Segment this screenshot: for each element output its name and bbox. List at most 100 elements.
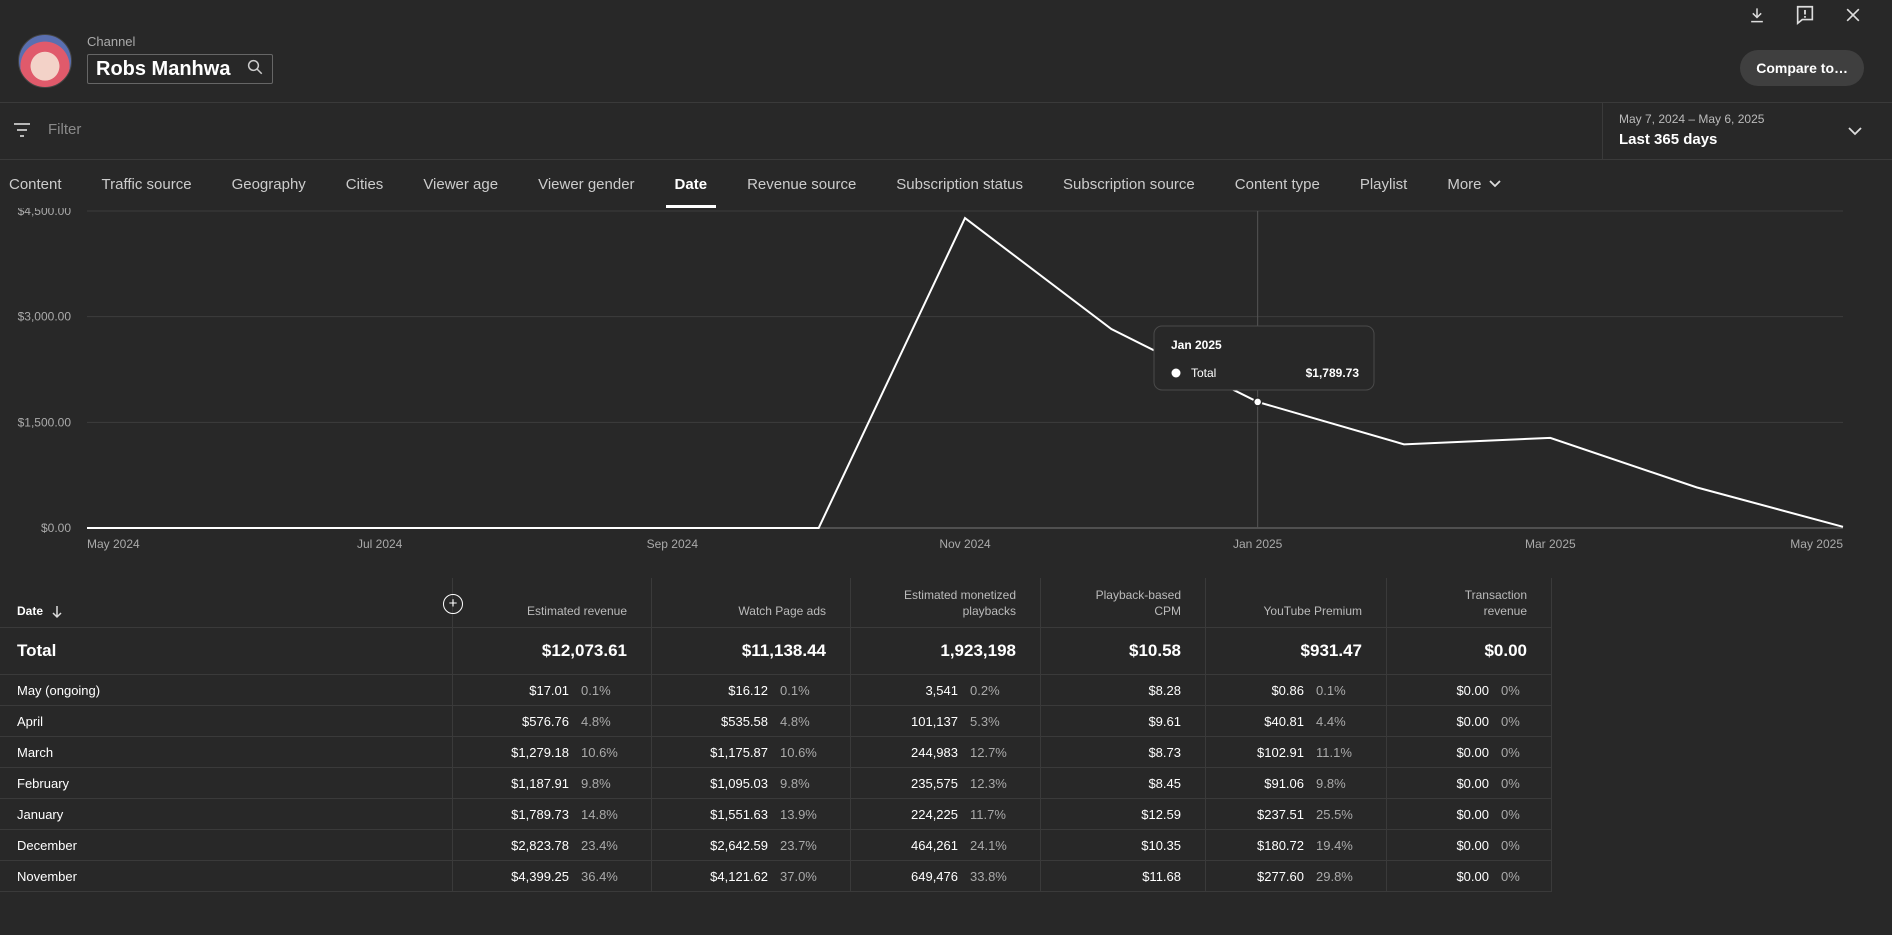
tab-viewer-age[interactable]: Viewer age — [423, 175, 499, 193]
cell-percent: 10.6% — [780, 744, 817, 760]
table-cell: $277.60 29.8% — [1206, 861, 1387, 891]
total-watch-page-ads: $11,138.44 — [652, 628, 851, 674]
table-cell: $2,823.78 23.4% — [453, 830, 652, 860]
revenue-line-chart[interactable]: $0.00 $1,500.00 $3,000.00 $4,500.00 May 2024… — [0, 208, 1892, 578]
cell-value: $1,187.91 — [511, 775, 569, 791]
cell-percent: 9.8% — [780, 775, 810, 791]
table-row[interactable]: February $1,187.91 9.8% $1,095.03 9.8% 235,57… — [0, 768, 1552, 799]
cell-percent: 11.7% — [970, 806, 1006, 822]
channel-selector[interactable]: Robs Manhwa — [87, 54, 274, 84]
cell-value: $0.00 — [1456, 806, 1489, 822]
tab-cities[interactable]: Cities — [345, 175, 384, 193]
close-icon[interactable] — [1840, 2, 1866, 28]
compare-button[interactable]: Compare to… — [1740, 50, 1864, 86]
table-row[interactable]: December $2,823.78 23.4% $2,642.59 23.7% 464,… — [0, 830, 1552, 861]
cell-value: $0.00 — [1456, 713, 1489, 729]
tooltip-series-dot — [1171, 368, 1181, 378]
table-row[interactable]: May (ongoing) $17.01 0.1% $16.12 0.1% 3,541 0.… — [0, 675, 1552, 706]
x-tick-label: May 2024 — [87, 537, 140, 551]
filter-icon[interactable] — [12, 122, 32, 143]
tab-traffic-source[interactable]: Traffic source — [101, 175, 192, 193]
table-cell: $0.00 0% — [1387, 675, 1552, 705]
row-label: January — [0, 799, 453, 829]
cell-percent: 13.9% — [780, 806, 817, 822]
channel-avatar — [18, 34, 72, 88]
row-label: April — [0, 706, 453, 736]
tab-content[interactable]: Content — [9, 175, 62, 193]
table-cell: $16.12 0.1% — [652, 675, 851, 705]
more-label: More — [1447, 175, 1482, 193]
cell-value: $9.61 — [1148, 713, 1181, 729]
table-cell: $4,399.25 36.4% — [453, 861, 652, 891]
total-row: Total $12,073.61 $11,138.44 1,923,198 $1… — [0, 628, 1552, 675]
cell-percent: 10.6% — [581, 744, 618, 760]
cell-percent: 0% — [1501, 713, 1520, 729]
column-header-date[interactable]: Date — [0, 578, 453, 627]
tab-subscription-source[interactable]: Subscription source — [1063, 175, 1195, 193]
cell-value: $1,175.87 — [710, 744, 768, 760]
add-column-icon[interactable]: + — [443, 594, 463, 614]
cell-value: $4,399.25 — [511, 868, 569, 884]
table-row[interactable]: April $576.76 4.8% $535.58 4.8% 101,137 5.3% $9… — [0, 706, 1552, 737]
cell-value: $10.35 — [1141, 837, 1181, 853]
cell-percent: 0.1% — [581, 682, 611, 698]
table-cell: $9.61 — [1041, 706, 1206, 736]
cell-percent: 0.2% — [970, 682, 1000, 698]
date-range-picker[interactable]: May 7, 2024 – May 6, 2025 Last 365 days — [1602, 102, 1892, 159]
chevron-down-icon — [1488, 179, 1502, 189]
table-cell: $0.00 0% — [1387, 768, 1552, 798]
cell-percent: 5.3% — [970, 713, 1000, 729]
tab-date[interactable]: Date — [665, 160, 717, 208]
tab-subscription-status[interactable]: Subscription status — [896, 175, 1024, 193]
download-icon[interactable] — [1744, 2, 1770, 28]
table-row[interactable]: November $4,399.25 36.4% $4,121.62 37.0% 649,… — [0, 861, 1552, 892]
table-cell: $576.76 4.8% — [453, 706, 652, 736]
tab-playlist[interactable]: Playlist — [1359, 175, 1408, 193]
filter-input[interactable]: Filter — [48, 121, 82, 138]
cell-value: $17.01 — [529, 682, 569, 698]
table-row[interactable]: January $1,789.73 14.8% $1,551.63 13.9% 224,2… — [0, 799, 1552, 830]
table-cell: $102.91 11.1% — [1206, 737, 1387, 767]
cell-value: $2,642.59 — [710, 837, 768, 853]
cell-percent: 0% — [1501, 744, 1520, 760]
table-cell: $1,279.18 10.6% — [453, 737, 652, 767]
cell-value: $180.72 — [1257, 837, 1304, 853]
cell-percent: 9.8% — [581, 775, 611, 791]
column-header-estimated-revenue[interactable]: Estimated revenue — [453, 578, 652, 627]
table-cell: $0.00 0% — [1387, 737, 1552, 767]
table-cell: 464,261 24.1% — [851, 830, 1041, 860]
table-row[interactable]: March $1,279.18 10.6% $1,175.87 10.6% 244,983… — [0, 737, 1552, 768]
column-header-watch-page-ads[interactable]: Watch Page ads — [652, 578, 851, 627]
column-header-cpm[interactable]: Playback-based CPM — [1041, 578, 1206, 627]
column-header-transaction-revenue[interactable]: Transaction revenue — [1387, 578, 1552, 627]
cell-value: $1,095.03 — [710, 775, 768, 791]
cell-value: $8.28 — [1148, 682, 1181, 698]
tab-revenue-source[interactable]: Revenue source — [747, 175, 857, 193]
cell-value: 244,983 — [911, 744, 958, 760]
x-tick-label: Jul 2024 — [357, 537, 403, 551]
table-cell: 224,225 11.7% — [851, 799, 1041, 829]
y-tick-label: $1,500.00 — [18, 415, 72, 429]
search-icon[interactable] — [246, 58, 264, 81]
cell-value: $8.73 — [1148, 744, 1181, 760]
tab-content-type[interactable]: Content type — [1234, 175, 1320, 193]
cell-percent: 4.8% — [581, 713, 611, 729]
cell-percent: 37.0% — [780, 868, 817, 884]
cell-percent: 23.7% — [780, 837, 817, 853]
total-estimated-revenue: $12,073.61 — [453, 628, 652, 674]
column-header-monetized-playbacks[interactable]: Estimated monetized playbacks — [851, 578, 1041, 627]
table-cell: $10.35 — [1041, 830, 1206, 860]
cell-value: $102.91 — [1257, 744, 1304, 760]
tooltip-box — [1153, 325, 1375, 391]
tab-more[interactable]: More — [1438, 160, 1510, 208]
feedback-icon[interactable] — [1792, 2, 1818, 28]
column-header-youtube-premium[interactable]: YouTube Premium — [1206, 578, 1387, 627]
channel-name: Robs Manhwa — [96, 57, 231, 80]
tab-viewer-gender[interactable]: Viewer gender — [538, 175, 635, 193]
cell-value: $0.00 — [1456, 837, 1489, 853]
cell-percent: 0.1% — [1316, 682, 1346, 698]
table-cell: $91.06 9.8% — [1206, 768, 1387, 798]
row-label: February — [0, 768, 453, 798]
cell-value: $8.45 — [1148, 775, 1181, 791]
tab-geography[interactable]: Geography — [231, 175, 306, 193]
